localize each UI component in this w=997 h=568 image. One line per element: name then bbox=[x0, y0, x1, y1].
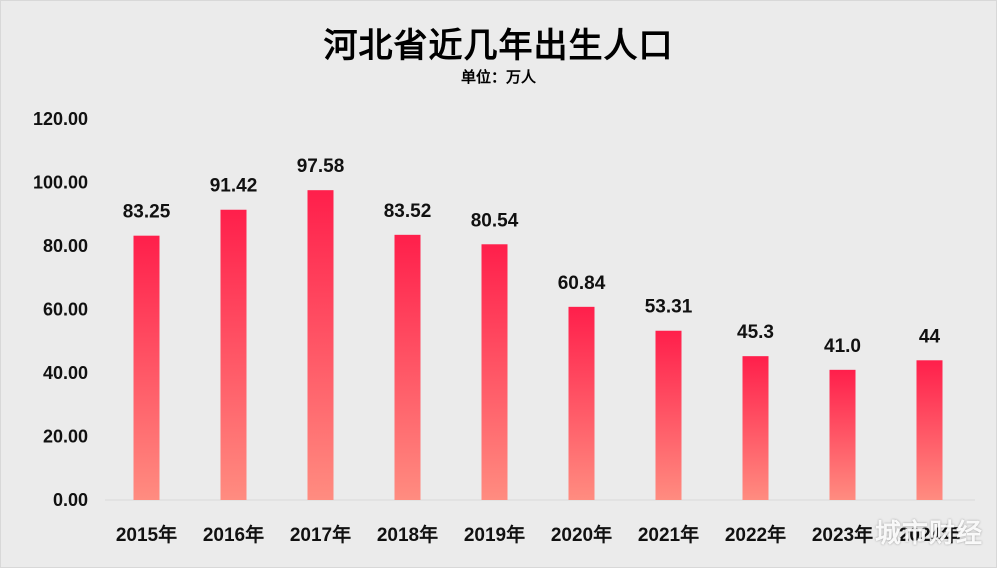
bar bbox=[394, 234, 421, 500]
y-tick-label: 120.00 bbox=[33, 109, 88, 129]
data-label: 41.0 bbox=[824, 336, 861, 357]
y-tick-label: 80.00 bbox=[43, 236, 88, 256]
x-tick-label: 2022年 bbox=[725, 523, 786, 546]
y-tick-label: 0.00 bbox=[53, 490, 88, 510]
x-tick-label: 2024年 bbox=[899, 523, 960, 546]
y-tick-label: 40.00 bbox=[43, 363, 88, 383]
data-label: 83.52 bbox=[384, 201, 432, 222]
data-label: 80.54 bbox=[471, 210, 519, 231]
bar bbox=[916, 360, 943, 500]
bar bbox=[220, 209, 247, 500]
data-label: 83.25 bbox=[123, 202, 171, 223]
chart-subtitle: 单位：万人 bbox=[460, 69, 536, 86]
x-tick-label: 2015年 bbox=[116, 523, 177, 546]
data-label: 97.58 bbox=[297, 156, 345, 177]
bar bbox=[742, 356, 769, 500]
bar bbox=[829, 369, 856, 500]
data-label: 91.42 bbox=[210, 176, 258, 197]
bar bbox=[481, 244, 508, 500]
x-tick-label: 2019年 bbox=[464, 523, 525, 546]
data-label: 45.3 bbox=[737, 322, 774, 343]
y-tick-label: 20.00 bbox=[43, 427, 88, 447]
watermark-text: 城市财经 bbox=[874, 518, 983, 548]
data-label: 44 bbox=[919, 326, 941, 347]
bar bbox=[655, 330, 682, 500]
bar bbox=[133, 235, 160, 500]
x-tick-label: 2018年 bbox=[377, 523, 438, 546]
bar bbox=[568, 306, 595, 500]
data-label: 60.84 bbox=[558, 273, 606, 294]
x-tick-label: 2017年 bbox=[290, 523, 351, 546]
y-tick-label: 100.00 bbox=[33, 173, 88, 193]
x-tick-label: 2016年 bbox=[203, 523, 264, 546]
chart-title: 河北省近几年出生人口 bbox=[323, 27, 674, 65]
x-tick-label: 2023年 bbox=[812, 523, 873, 546]
bar bbox=[307, 190, 334, 500]
data-label: 53.31 bbox=[645, 297, 693, 318]
x-tick-label: 2021年 bbox=[638, 523, 699, 546]
y-tick-label: 60.00 bbox=[43, 300, 88, 320]
x-tick-label: 2020年 bbox=[551, 523, 612, 546]
